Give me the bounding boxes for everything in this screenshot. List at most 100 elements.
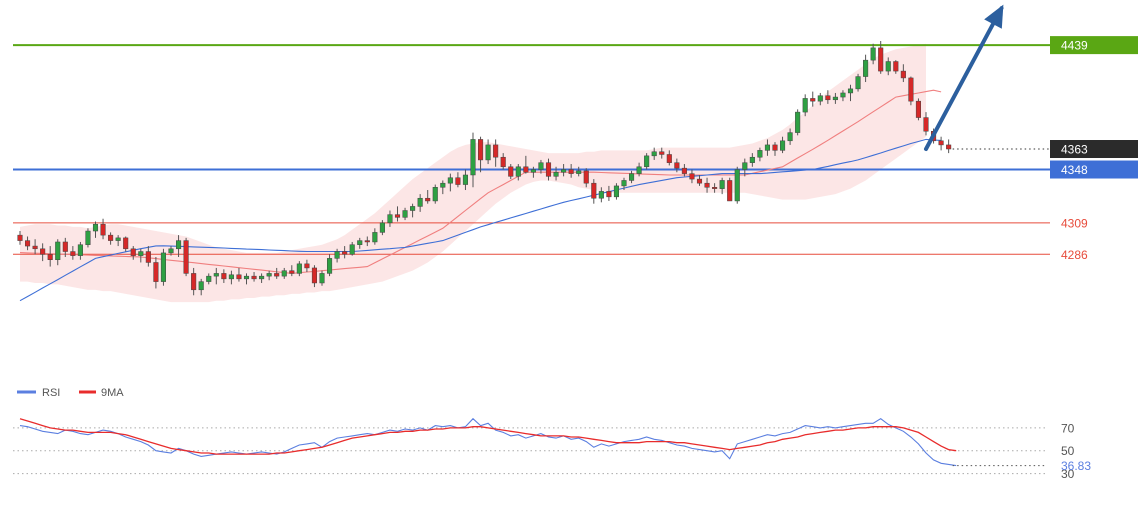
candle-body [523,166,529,173]
candle [40,243,46,262]
candle-body [379,222,385,233]
price-panel: 4439 4348 4309 4286 4363 [13,4,1138,303]
candle [870,43,876,65]
candle-body [742,162,748,170]
level-label-4348: 4348 [1061,163,1088,177]
candle-body [266,273,272,277]
rsi-legend-label: RSI [42,387,60,399]
candle [47,246,53,267]
candle-body [349,244,355,255]
level-label-4439: 4439 [1061,39,1088,53]
candle-body [659,151,665,155]
candle [25,236,31,251]
candle-body [613,185,620,198]
candle-body [553,171,559,177]
candle [410,203,416,218]
candle [651,147,657,160]
candle-body [598,191,604,199]
candle-body [130,248,136,256]
candle [644,153,650,170]
candle-body [364,240,370,243]
candle [591,179,597,204]
candle-body [221,273,227,280]
candle-body [357,240,363,245]
candle [515,164,521,181]
candle-body [674,162,680,169]
candle-body [236,274,242,280]
current-price-box [1050,140,1138,159]
candle-body [372,232,378,243]
candle [108,232,114,245]
candle [259,273,265,283]
rsi-tick-label: 50 [1061,444,1075,458]
candle-body [387,214,393,224]
candle [394,206,401,222]
candle-body [681,167,687,174]
candle [545,158,552,181]
candle-body [946,144,952,150]
candle-body [478,139,484,161]
candle [863,54,869,83]
candle-body [583,170,589,184]
candle-body [213,273,219,277]
candle-body [568,169,574,174]
candle-body [847,88,854,94]
candle-body [55,241,61,260]
candle [908,76,914,106]
candle [311,265,317,288]
candle-body [281,270,287,277]
candle-body [908,77,914,102]
candle [349,241,355,256]
candle [681,164,687,177]
candle [538,159,544,174]
level-label-4286: 4286 [1061,248,1088,262]
candle-body [470,139,476,176]
candle [32,239,38,255]
candle-body [561,169,567,173]
candle-body [402,210,408,218]
candle [342,246,348,259]
candle [689,169,695,184]
candle [334,248,340,263]
candle-body [855,76,861,90]
candle [621,177,627,191]
candle-body [629,173,635,181]
candle-body [719,180,725,189]
candle [636,162,642,177]
candle [379,220,385,236]
candle [289,265,295,277]
candle-body [289,270,295,274]
candle [840,90,846,102]
candle-body [40,248,46,255]
candle [130,246,136,260]
candle [319,270,325,286]
candle [145,246,151,267]
candle [243,273,250,285]
candle [885,57,891,76]
candle [115,235,121,247]
candle-body [885,61,891,72]
candle [712,183,718,193]
candle-body [243,275,250,280]
candle-body [780,140,786,151]
forecast-arrow-shaft [924,6,1004,152]
candle [878,41,884,74]
candle [176,235,182,258]
candle-body [25,240,31,247]
candle [462,169,468,191]
candle [795,109,801,136]
candle [266,270,272,281]
candle-body [878,47,884,72]
candle-body [923,117,929,132]
candle [613,183,620,200]
candle [938,136,944,151]
candle-body [689,173,695,180]
candle [213,267,219,285]
candle [402,207,408,221]
candle [168,246,174,256]
candle-body [176,240,182,250]
candle-body [198,281,204,291]
candle-body [508,166,514,177]
candle-body [545,162,552,177]
candle-body [342,251,348,255]
